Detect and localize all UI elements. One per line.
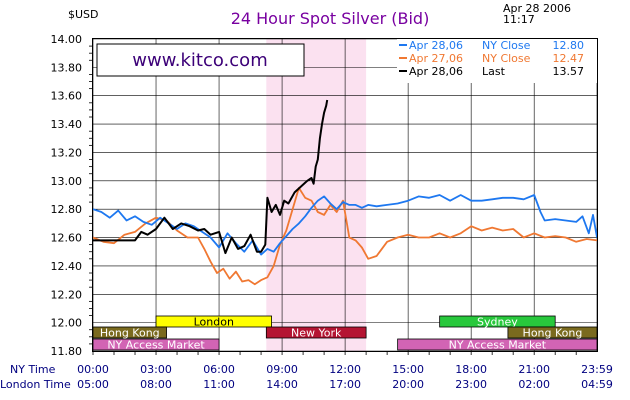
ny-time-tick: 15:00: [392, 363, 424, 376]
market-bar-label: NY Access Market: [449, 339, 547, 352]
legend-series-name: Apr 28,06: [409, 39, 463, 52]
market-bar-rect: [439, 315, 556, 328]
ny-time-tick: 03:00: [140, 363, 172, 376]
y-tick-label: 13.80: [51, 61, 83, 74]
site-box: www.kitco.com: [96, 43, 305, 77]
y-tick-label: 11.80: [51, 345, 83, 358]
market-bar-label: NY Access Market: [107, 339, 205, 352]
market-bar-label: New York: [291, 327, 342, 340]
market-bar-label: Hong Kong: [100, 327, 160, 340]
ny-session-shade-layer: [266, 39, 367, 351]
ny-time-tick: 21:00: [518, 363, 550, 376]
legend-series-name: Apr 28,06: [409, 65, 463, 78]
x-axis-labels: NY Time London Time 00:00 03:00 06:00 09:00…: [0, 363, 613, 391]
plot-frame: [92, 38, 598, 352]
legend-entry: Apr 27,06 NY Close 12.47: [399, 52, 584, 65]
chart-title: 24 Hour Spot Silver (Bid): [231, 9, 430, 28]
ny-time-tick: 12:00: [329, 363, 361, 376]
series-line-2: [93, 99, 329, 255]
ny-session-shade: [266, 39, 367, 351]
ny-time-tick: 18:00: [455, 363, 487, 376]
london-time-tick: 11:00: [203, 378, 235, 391]
ny-time-tick: 00:00: [77, 363, 109, 376]
y-tick-label: 12.40: [51, 260, 83, 273]
ny-time-tick: 09:00: [266, 363, 298, 376]
london-time-tick: 08:00: [140, 378, 172, 391]
y-tick-label: 13.60: [51, 90, 83, 103]
legend-entry: Apr 28,06 NY Close 12.80: [399, 39, 584, 52]
legend-series-label: Last: [482, 65, 506, 78]
y-tick-label: 12.00: [51, 317, 83, 330]
london-time-tick: 04:59: [581, 378, 613, 391]
london-time-tick: 14:00: [266, 378, 298, 391]
london-time-tick: 02:00: [518, 378, 550, 391]
series-line-1: [92, 186, 598, 286]
site-link[interactable]: www.kitco.com: [132, 50, 267, 71]
ny-time-tick: 23:59: [581, 363, 613, 376]
date-label: Apr 28 2006: [503, 2, 571, 15]
market-bar-new-york: New York: [265, 326, 367, 340]
market-bar-london: London: [155, 315, 272, 329]
market-bar-label: Hong Kong: [523, 327, 583, 340]
legend-series-value: 13.57: [553, 65, 585, 78]
y-tick-label: 12.60: [51, 232, 83, 245]
market-bar-rect: [155, 315, 272, 328]
london-time-tick: 05:00: [77, 378, 109, 391]
series-layer: [92, 99, 598, 286]
legend: Apr 28,06 NY Close 12.80 Apr 27,06 NY Close 1…: [397, 39, 597, 83]
market-bar-label: Sydney: [477, 316, 518, 329]
y-tick-label: 14.00: [51, 33, 83, 46]
legend-series-value: 12.80: [553, 39, 585, 52]
y-tick-label: 13.20: [51, 146, 83, 159]
market-bar-hong-kong: Hong Kong: [507, 327, 598, 340]
y-axis-labels: 11.80 12.00 12.20 12.40 12.60 12.80 13.00 13.20…: [51, 33, 83, 358]
series-line-0: [92, 194, 598, 256]
legend-series-label: NY Close: [482, 39, 531, 52]
ny-time-label: NY Time: [10, 363, 56, 376]
y-tick-label: 13.40: [51, 118, 83, 131]
legend-series-value: 12.47: [553, 52, 585, 65]
legend-frame: [397, 39, 597, 83]
y-tick-label: 13.00: [51, 175, 83, 188]
legend-series-name: Apr 27,06: [409, 52, 463, 65]
legend-entry: Apr 28,06 Last 13.57: [399, 65, 584, 78]
site-box-frame: [96, 43, 305, 77]
y-tick-label: 12.80: [51, 203, 83, 216]
legend-series-label: NY Close: [482, 52, 531, 65]
time-label: 11:17: [503, 13, 535, 26]
london-time-label: London Time: [0, 378, 71, 391]
market-bar-rect: [265, 326, 367, 339]
market-bar-ny-access-market: NY Access Market: [92, 339, 220, 352]
market-bar-label: London: [194, 316, 234, 329]
ny-time-tick: 06:00: [203, 363, 235, 376]
market-bar-ny-access-market: NY Access Market: [397, 339, 598, 352]
currency-label: $USD: [68, 8, 99, 21]
london-time-tick: 17:00: [329, 378, 361, 391]
market-bar-sydney: Sydney: [439, 315, 556, 329]
london-time-tick: 20:00: [392, 378, 424, 391]
london-time-tick: 23:00: [455, 378, 487, 391]
y-tick-label: 12.20: [51, 288, 83, 301]
